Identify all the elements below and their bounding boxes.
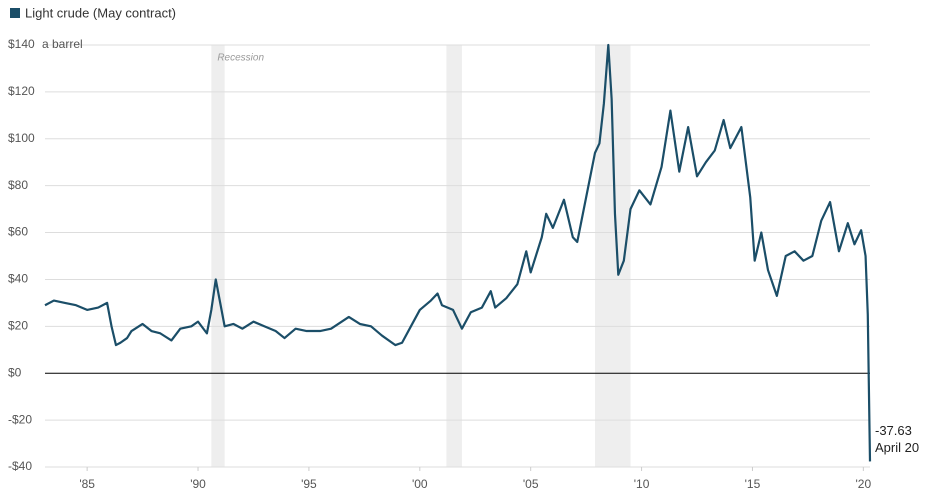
x-tick-label: '95 [301, 477, 317, 491]
x-tick-label: '90 [190, 477, 206, 491]
recession-band [211, 45, 225, 467]
y-tick-label: $60 [8, 225, 28, 239]
x-tick-label: '00 [412, 477, 428, 491]
legend-label: Light crude (May contract) [25, 5, 176, 20]
price-line [44, 43, 872, 462]
y-tick-label: -$40 [8, 459, 32, 473]
legend-swatch [10, 8, 20, 18]
x-tick-label: '20 [856, 477, 872, 491]
y-tick-label: $140 [8, 37, 35, 51]
y-unit: a barrel [42, 37, 83, 51]
x-tick-label: '15 [745, 477, 761, 491]
y-tick-label: $0 [8, 365, 22, 379]
recession-band [446, 45, 462, 467]
y-tick-label: $80 [8, 178, 28, 192]
y-tick-label: $100 [8, 131, 35, 145]
value-label: -37.63 [875, 423, 912, 438]
y-tick-label: $40 [8, 272, 28, 286]
annotation: April 20 [875, 440, 919, 455]
y-tick-label: $120 [8, 84, 35, 98]
y-tick-label: -$20 [8, 412, 32, 426]
y-tick-label: $20 [8, 319, 28, 333]
x-tick-label: '10 [634, 477, 650, 491]
recession-label: Recession [217, 53, 264, 64]
x-tick-label: '85 [79, 477, 95, 491]
x-tick-label: '05 [523, 477, 539, 491]
